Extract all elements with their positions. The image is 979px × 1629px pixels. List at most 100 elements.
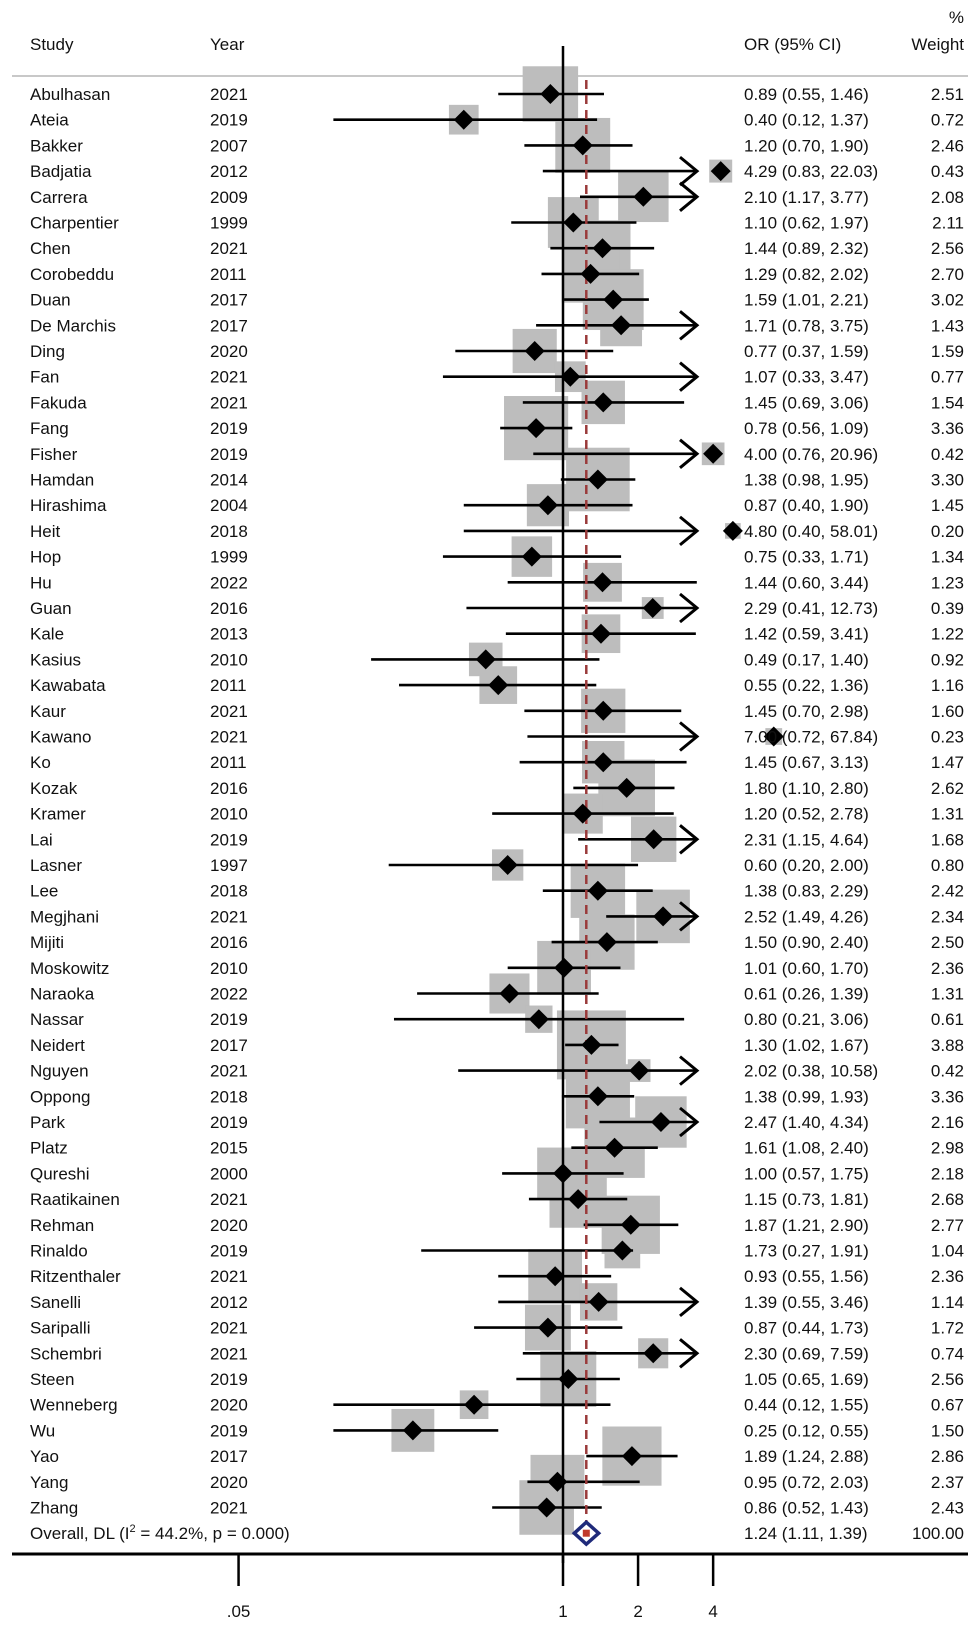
study-weight: 2.34	[931, 907, 964, 926]
study-or-ci: 1.20 (0.70, 1.90)	[744, 136, 869, 155]
study-year: 2019	[210, 1010, 248, 1029]
study-year: 2012	[210, 162, 248, 181]
study-or-ci: 1.44 (0.60, 3.44)	[744, 573, 869, 592]
x-axis: .05 1 2 4	[12, 1552, 968, 1621]
study-weight: 2.77	[931, 1216, 964, 1235]
study-weight: 1.04	[931, 1242, 964, 1261]
study-name: Lai	[30, 830, 53, 849]
study-weight: 2.86	[931, 1447, 964, 1466]
study-weight: 0.43	[931, 162, 964, 181]
study-year: 2020	[210, 1216, 248, 1235]
study-weight: 2.50	[931, 933, 964, 952]
study-year: 2017	[210, 291, 248, 310]
study-weight: 1.31	[931, 985, 964, 1004]
x-tick-label: 2	[633, 1602, 642, 1621]
study-name: Fang	[30, 419, 69, 438]
ci-arrow	[679, 1338, 700, 1369]
point-estimate	[499, 983, 520, 1004]
study-year: 2022	[210, 985, 248, 1004]
ci-arrow	[679, 824, 700, 855]
study-weight: 0.80	[931, 856, 964, 875]
study-or-ci: 1.10 (0.62, 1.97)	[744, 214, 869, 233]
study-year: 2004	[210, 496, 248, 515]
study-weight: 0.74	[931, 1344, 964, 1363]
study-year: 2021	[210, 1344, 248, 1363]
study-year: 2011	[210, 265, 247, 284]
study-year: 2015	[210, 1139, 248, 1158]
study-or-ci: 1.42 (0.59, 3.41)	[744, 625, 869, 644]
study-weight: 2.46	[931, 136, 964, 155]
study-name: Zhang	[30, 1499, 78, 1518]
study-year: 1999	[210, 214, 248, 233]
study-weight: 0.39	[931, 599, 964, 618]
study-weight: 2.43	[931, 1499, 964, 1518]
point-estimate	[560, 366, 581, 387]
overall-center-dot	[582, 1529, 590, 1537]
study-year: 2021	[210, 702, 248, 721]
study-name: Abulhasan	[30, 85, 110, 104]
study-weight: 2.36	[931, 1267, 964, 1286]
study-year: 2018	[210, 1087, 248, 1106]
study-year: 2021	[210, 1319, 248, 1338]
study-name: Wenneberg	[30, 1396, 118, 1415]
point-estimate	[592, 572, 613, 593]
point-estimate	[475, 649, 496, 670]
study-or-ci: 1.07 (0.33, 3.47)	[744, 368, 869, 387]
study-year: 2011	[210, 753, 247, 772]
study-or-ci: 0.87 (0.40, 1.90)	[744, 496, 869, 515]
point-estimate	[593, 752, 614, 773]
point-estimate	[703, 443, 724, 464]
study-weight: 2.18	[931, 1164, 964, 1183]
study-or-ci: 1.61 (1.08, 2.40)	[744, 1139, 869, 1158]
study-weight: 2.56	[931, 239, 964, 258]
study-name: Qureshi	[30, 1164, 90, 1183]
study-name: Kramer	[30, 805, 86, 824]
study-name: Lasner	[30, 856, 82, 875]
study-or-ci: 7.00 (0.72, 67.84)	[744, 728, 878, 747]
study-or-ci: 0.86 (0.52, 1.43)	[744, 1499, 869, 1518]
point-estimate	[710, 161, 731, 182]
point-estimate	[554, 957, 575, 978]
study-name: Nguyen	[30, 1062, 89, 1081]
study-year: 2016	[210, 779, 248, 798]
x-tick-label: 4	[708, 1602, 717, 1621]
overall-weight: 100.00	[912, 1524, 964, 1543]
study-year: 2020	[210, 1396, 248, 1415]
study-or-ci: 1.89 (1.24, 2.88)	[744, 1447, 869, 1466]
study-name: Bakker	[30, 136, 83, 155]
study-year: 2016	[210, 599, 248, 618]
study-year: 2018	[210, 882, 248, 901]
point-estimate	[643, 829, 664, 850]
point-estimate	[616, 777, 637, 798]
point-estimate	[587, 880, 608, 901]
point-estimate	[581, 1034, 602, 1055]
study-weight: 1.45	[931, 496, 964, 515]
study-year: 2010	[210, 805, 248, 824]
study-or-ci: 1.80 (1.10, 2.80)	[744, 779, 869, 798]
point-estimate	[563, 212, 584, 233]
study-or-ci: 0.95 (0.72, 2.03)	[744, 1473, 869, 1492]
ci-arrow	[679, 592, 700, 624]
study-year: 2011	[210, 676, 247, 695]
study-or-ci: 1.39 (0.55, 3.46)	[744, 1293, 869, 1312]
study-name: Kawabata	[30, 676, 106, 695]
study-year: 2021	[210, 1062, 248, 1081]
study-weight: 2.37	[931, 1473, 964, 1492]
column-headers: Study Year OR (95% CI) % Weight	[30, 8, 964, 54]
study-or-ci: 2.02 (0.38, 10.58)	[744, 1062, 878, 1081]
point-estimate	[536, 1497, 557, 1518]
study-or-ci: 1.15 (0.73, 1.81)	[744, 1190, 869, 1209]
point-estimate	[763, 726, 784, 747]
study-name: Hirashima	[30, 496, 107, 515]
study-year: 2016	[210, 933, 248, 952]
point-estimate	[402, 1420, 423, 1441]
study-weight: 1.23	[931, 573, 964, 592]
study-name: Park	[30, 1113, 65, 1132]
study-or-ci: 0.60 (0.20, 2.00)	[744, 856, 869, 875]
study-or-ci: 0.78 (0.56, 1.09)	[744, 419, 869, 438]
ci-arrow	[679, 181, 700, 212]
point-estimate	[590, 623, 611, 644]
study-or-ci: 1.50 (0.90, 2.40)	[744, 933, 869, 952]
overall-or-ci: 1.24 (1.11, 1.39)	[744, 1524, 868, 1543]
study-weight: 2.70	[931, 265, 964, 284]
